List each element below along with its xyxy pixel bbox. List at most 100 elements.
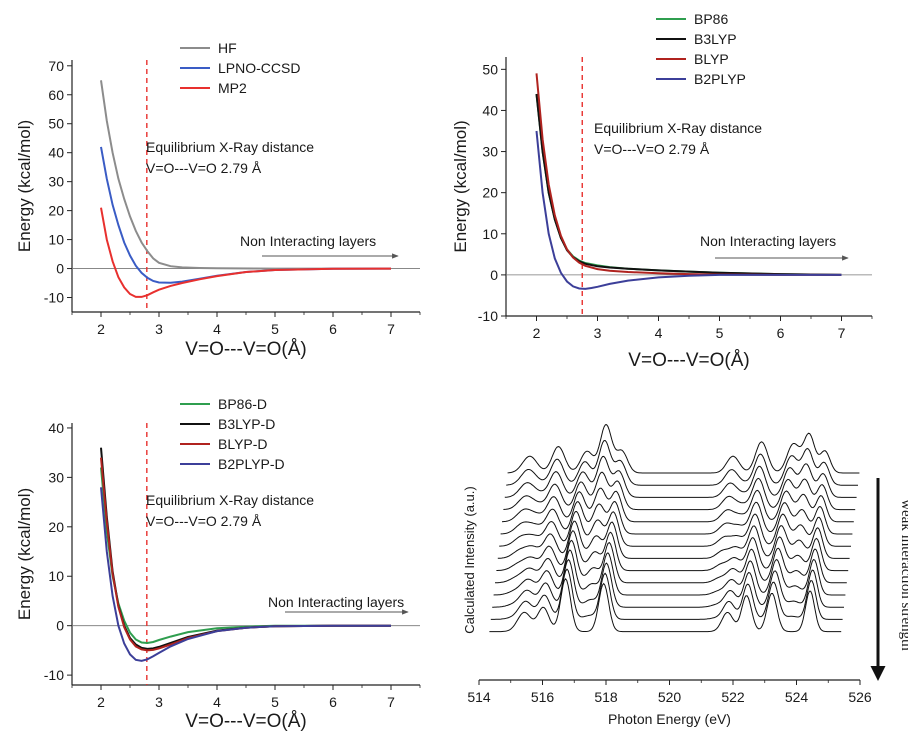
energy-panel: 2 3 4 5 6 7 -10 0 10 20 30 40 V=O---V=O(Å) Energy (kc…: [15, 396, 421, 732]
y-tick-label: 10: [48, 568, 64, 584]
y-tick-label: 10: [48, 232, 64, 248]
series-line-b3lyp-d: [100, 447, 391, 650]
legend-label: BLYP: [694, 51, 729, 67]
series-line-hf: [100, 80, 391, 270]
legend-label: B2PLYP: [694, 71, 746, 87]
x-tick-label: 6: [777, 325, 785, 341]
x-tick-label: 6: [329, 694, 337, 710]
x-tick-label: 2: [533, 325, 541, 341]
non-interacting-label: Non Interacting layers: [700, 233, 836, 249]
y-tick-label: -10: [478, 308, 498, 324]
x-tick-label: 2: [97, 321, 105, 337]
x-tick-label: 6: [329, 321, 337, 337]
series-line-mp2: [100, 207, 392, 298]
x-tick-label: 514: [467, 689, 491, 705]
equilibrium-annotation: V=O---V=O 2.79 Å: [146, 513, 262, 529]
spectrum-trace: [503, 471, 856, 511]
y-tick-label: -10: [44, 667, 64, 683]
spectrum-trace: [497, 520, 850, 559]
y-tick-label: 20: [48, 519, 64, 535]
spectrum-trace: [492, 558, 844, 608]
y-tick-label: 60: [48, 87, 64, 103]
spectrum-trace: [504, 455, 857, 498]
x-axis-label: V=O---V=O(Å): [628, 350, 749, 371]
equilibrium-annotation: Equilibrium X-Ray distance: [146, 492, 314, 508]
x-tick-label: 520: [658, 689, 682, 705]
equilibrium-annotation: V=O---V=O 2.79 Å: [594, 141, 710, 157]
y-tick-label: 20: [48, 203, 64, 219]
y-tick-label: 30: [48, 469, 64, 485]
energy-panel: 2 3 4 5 6 7 -10 0 10 20 30 40 50 60 70 V=O---V=O(Å) Ener…: [15, 40, 421, 360]
equilibrium-annotation: Equilibrium X-Ray distance: [146, 139, 314, 155]
spectrum-trace: [500, 500, 853, 535]
y-tick-label: 0: [56, 618, 64, 634]
x-tick-label: 5: [271, 321, 279, 337]
spectrum-trace: [493, 549, 846, 596]
spectrum-trace: [506, 439, 858, 486]
legend-label: BP86-D: [218, 396, 267, 412]
series-line-b3lyp: [535, 93, 842, 276]
series-line-b2plyp: [535, 130, 842, 290]
x-tick-label: 3: [594, 325, 602, 341]
equilibrium-annotation: V=O---V=O 2.79 Å: [146, 160, 262, 176]
energy-panel: 2 3 4 5 6 7 -10 0 10 20 30 40 50 V=O---V=O(Å) Energy (…: [451, 11, 873, 371]
legend-label: BLYP-D: [218, 436, 268, 452]
x-tick-label: 3: [155, 694, 163, 710]
series-line-blyp-d: [100, 457, 391, 652]
y-tick-label: 40: [48, 145, 64, 161]
x-tick-label: 3: [155, 321, 163, 337]
x-tick-label: 4: [655, 325, 663, 341]
y-tick-label: -10: [44, 290, 64, 306]
legend-label: LPNO-CCSD: [218, 60, 300, 76]
x-axis-label: Photon Energy (eV): [608, 711, 731, 727]
x-tick-label: 7: [387, 694, 395, 710]
x-tick-label: 524: [785, 689, 809, 705]
x-tick-label: 516: [531, 689, 555, 705]
x-tick-label: 526: [848, 689, 872, 705]
series-line-b2plyp-d: [100, 487, 391, 662]
spectrum-trace: [501, 487, 854, 523]
y-tick-label: 10: [482, 226, 498, 242]
y-axis-label: Energy (kcal/mol): [15, 120, 34, 252]
y-tick-label: 0: [56, 261, 64, 277]
legend-label: B3LYP-D: [218, 416, 275, 432]
legend-label: MP2: [218, 80, 247, 96]
x-tick-label: 518: [594, 689, 618, 705]
spectrum-trace: [496, 530, 849, 572]
y-axis-label: Calculated Intensity (a.u.): [462, 486, 477, 633]
x-axis-label: V=O---V=O(Å): [185, 711, 306, 732]
legend-label: HF: [218, 40, 237, 56]
y-axis-label: Energy (kcal/mol): [15, 488, 34, 620]
y-axis-label: Energy (kcal/mol): [451, 120, 470, 252]
equilibrium-annotation: Equilibrium X-Ray distance: [594, 120, 762, 136]
legend-label: B2PLYP-D: [218, 456, 285, 472]
interaction-strength-label: weak interaction strength: [898, 499, 908, 651]
series-line-blyp: [535, 73, 842, 276]
x-tick-label: 5: [716, 325, 724, 341]
spectrum-trace: [489, 577, 842, 633]
y-tick-label: 20: [482, 185, 498, 201]
legend-label: B3LYP: [694, 31, 737, 47]
y-tick-label: 0: [490, 267, 498, 283]
x-tick-label: 7: [838, 325, 846, 341]
non-interacting-label: Non Interacting layers: [240, 233, 376, 249]
y-tick-label: 30: [482, 144, 498, 160]
legend-label: BP86: [694, 11, 728, 27]
x-tick-label: 7: [387, 321, 395, 337]
x-tick-label: 5: [271, 694, 279, 710]
spectrum-trace: [494, 539, 847, 584]
y-tick-label: 40: [482, 102, 498, 118]
y-tick-label: 40: [48, 420, 64, 436]
x-tick-label: 522: [721, 689, 745, 705]
spectrum-trace: [499, 510, 851, 547]
x-tick-label: 4: [213, 694, 221, 710]
non-interacting-label: Non Interacting layers: [268, 594, 404, 610]
y-tick-label: 50: [482, 61, 498, 77]
y-tick-label: 50: [48, 116, 64, 132]
spectrum-trace: [507, 424, 860, 474]
spectrum-trace: [490, 568, 843, 620]
spectra-panel: 514 516 518 520 522 524 526 Photon Energy (eV) C…: [462, 424, 908, 727]
x-tick-label: 4: [213, 321, 221, 337]
